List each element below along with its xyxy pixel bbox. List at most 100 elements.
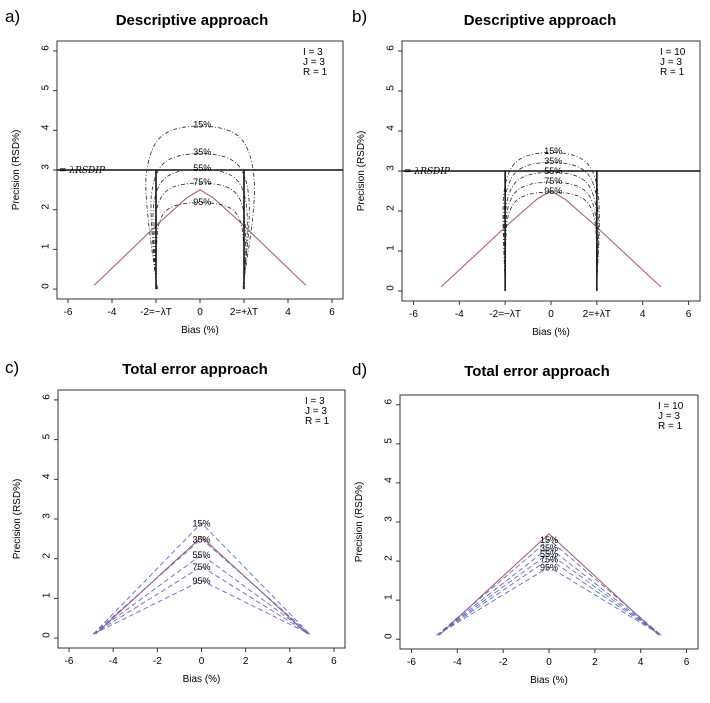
y-tick-label: 0 bbox=[42, 632, 53, 638]
y-tick-label: 4 bbox=[42, 473, 53, 479]
percentile-label: 15% bbox=[540, 535, 558, 545]
y-tick-label: 4 bbox=[41, 124, 52, 130]
contour-line bbox=[152, 168, 248, 290]
percentile-line bbox=[93, 566, 310, 635]
chart-title: Descriptive approach bbox=[464, 12, 617, 29]
y-tick-label: 0 bbox=[41, 283, 52, 289]
x-tick-label: -4 bbox=[455, 309, 464, 320]
contour-line bbox=[503, 161, 599, 292]
contour-line bbox=[145, 125, 255, 290]
contour-line bbox=[150, 153, 250, 290]
contour-label: 75% bbox=[193, 177, 211, 187]
y-tick-label: 1 bbox=[384, 594, 395, 600]
contour-line bbox=[504, 191, 598, 292]
y-axis-label: Precision (RSD%) bbox=[356, 131, 367, 212]
y-tick-label: 1 bbox=[386, 245, 397, 251]
y-tick-label: 3 bbox=[384, 516, 395, 522]
x-tick-label: 6 bbox=[686, 309, 692, 320]
y-tick-label: 6 bbox=[42, 394, 53, 400]
percentile-label: 15% bbox=[192, 518, 210, 528]
panel-4: d) Total error approach 0 1 2 3 4 5 6 -6 -4 -2 0 2 4 6 B… bbox=[352, 360, 699, 686]
percentile-line bbox=[436, 552, 662, 636]
contour-label: 55% bbox=[544, 166, 562, 176]
contour-label: 15% bbox=[544, 146, 562, 156]
param-label: J = 3 bbox=[660, 57, 682, 68]
contour-line bbox=[155, 202, 245, 290]
contour-label: 15% bbox=[193, 119, 211, 129]
x-tick-label: -6 bbox=[64, 307, 73, 318]
reference-curve bbox=[95, 536, 308, 635]
panel-1: a) Descriptive approach 0 1 2 3 4 5 6 -6 -4 -2=−λT 0… bbox=[5, 7, 344, 336]
contour-line bbox=[504, 181, 598, 292]
percentile-label: 35% bbox=[540, 543, 558, 553]
chart-title: Total error approach bbox=[464, 363, 610, 380]
x-tick-label: 0 bbox=[546, 657, 552, 668]
x-tick-label: 6 bbox=[329, 307, 335, 318]
y-axis-label: Precision (RSD%) bbox=[11, 130, 22, 211]
y-tick-label: 4 bbox=[384, 477, 395, 483]
x-tick-label: 2=+λT bbox=[583, 309, 611, 320]
param-label: I = 10 bbox=[658, 401, 684, 412]
y-tick-label: 2 bbox=[384, 555, 395, 561]
y-tick-label: 3 bbox=[42, 513, 53, 519]
param-label: I = 3 bbox=[303, 47, 323, 58]
panel-letter: a) bbox=[5, 7, 20, 26]
reference-curve bbox=[440, 190, 662, 288]
percentile-label: 75% bbox=[540, 555, 558, 565]
param-label: R = 1 bbox=[658, 421, 683, 432]
x-tick-label: 2 bbox=[592, 657, 598, 668]
x-tick-label: -2 bbox=[153, 656, 162, 667]
panel-2: b) Descriptive approach 0 1 2 3 4 5 6 -6 -4 -2=−λT 0… bbox=[352, 7, 701, 338]
contour-label: 75% bbox=[544, 176, 562, 186]
contour-label: 95% bbox=[193, 197, 211, 207]
chart-title: Total error approach bbox=[122, 361, 268, 378]
y-tick-label: 5 bbox=[42, 433, 53, 439]
reference-curve bbox=[94, 189, 306, 286]
contour-label: 55% bbox=[193, 163, 211, 173]
x-tick-label: 2=+λT bbox=[230, 307, 258, 318]
panel-3: c) Total error approach 0 1 2 3 4 5 6 -6 -4 -2 0 2 4 6 B… bbox=[5, 358, 346, 685]
x-tick-label: -4 bbox=[109, 656, 118, 667]
x-tick-label: -2 bbox=[499, 657, 508, 668]
x-tick-label: 6 bbox=[331, 656, 337, 667]
x-tick-label: -6 bbox=[409, 309, 418, 320]
y-axis-label: Precision (RSD%) bbox=[354, 482, 365, 563]
percentile-line bbox=[93, 579, 310, 635]
x-tick-label: 6 bbox=[684, 657, 690, 668]
y-tick-label: 6 bbox=[41, 45, 52, 51]
percentile-label: 95% bbox=[540, 562, 558, 572]
x-axis-label: Bias (%) bbox=[530, 675, 568, 686]
contour-line bbox=[154, 182, 246, 290]
percentile-line bbox=[436, 566, 662, 636]
chart-title: Descriptive approach bbox=[116, 12, 269, 29]
x-axis-label: Bias (%) bbox=[183, 674, 221, 685]
y-tick-label: 1 bbox=[42, 592, 53, 598]
y-tick-label: 2 bbox=[386, 205, 397, 211]
param-label: I = 10 bbox=[660, 47, 686, 58]
y-tick-label: 5 bbox=[384, 438, 395, 444]
y-axis-label: Precision (RSD%) bbox=[12, 479, 23, 560]
percentile-label: 75% bbox=[192, 562, 210, 572]
percentile-label: 55% bbox=[192, 550, 210, 560]
y-tick-label: 3 bbox=[386, 165, 397, 171]
percentile-line bbox=[92, 522, 311, 635]
x-tick-label: -6 bbox=[407, 657, 416, 668]
param-label: R = 1 bbox=[303, 67, 328, 78]
x-tick-label: 2 bbox=[243, 656, 249, 667]
x-tick-label: -4 bbox=[108, 307, 117, 318]
param-label: R = 1 bbox=[660, 67, 685, 78]
x-axis-label: Bias (%) bbox=[532, 327, 570, 338]
x-tick-label: 0 bbox=[197, 307, 203, 318]
param-label: J = 3 bbox=[658, 411, 680, 422]
param-label: I = 3 bbox=[305, 396, 325, 407]
percentile-line bbox=[436, 558, 662, 636]
percentile-label: 55% bbox=[540, 549, 558, 559]
contour-label: 35% bbox=[544, 156, 562, 166]
y-tick-label: 0 bbox=[386, 285, 397, 291]
x-tick-label: 4 bbox=[638, 657, 644, 668]
contour-label: 35% bbox=[193, 147, 211, 157]
panel-letter: d) bbox=[352, 360, 367, 379]
percentile-label: 95% bbox=[192, 576, 210, 586]
x-tick-label: 4 bbox=[285, 307, 291, 318]
